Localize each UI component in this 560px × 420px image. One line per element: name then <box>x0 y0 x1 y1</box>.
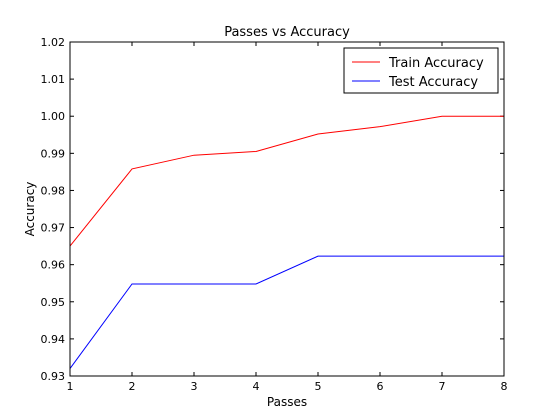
x-tick-label: 3 <box>191 380 198 393</box>
y-tick-label: 0.99 <box>41 147 66 160</box>
legend-label-1: Test Accuracy <box>388 75 478 90</box>
y-tick-label: 1.00 <box>41 110 66 123</box>
legend: Train Accuracy Test Accuracy <box>343 47 499 94</box>
x-tick-label: 8 <box>501 380 508 393</box>
series-line-0 <box>69 115 504 247</box>
legend-box <box>343 47 499 94</box>
y-axis-label: Accuracy <box>23 182 37 237</box>
y-tick-label: 0.94 <box>41 333 66 346</box>
x-tick-label: 4 <box>253 380 260 393</box>
x-tick-label: 7 <box>439 380 446 393</box>
legend-label-0: Train Accuracy <box>388 56 484 71</box>
x-tick-label: 2 <box>129 380 136 393</box>
x-axis-label: Passes <box>267 395 307 409</box>
x-tick-label: 5 <box>315 380 322 393</box>
plot-area: 1 2 3 4 5 6 7 8 0.93 0.94 0.95 0.96 0.97 0.98 0.99 1.00… <box>41 36 508 393</box>
plot-frame <box>69 41 505 377</box>
y-tick-label: 0.95 <box>41 296 66 309</box>
y-tick-label: 1.02 <box>41 36 66 49</box>
y-tick-label: 0.96 <box>41 259 66 272</box>
y-tick-label: 1.01 <box>41 73 66 86</box>
x-tick-label: 6 <box>377 380 384 393</box>
series-line-1 <box>69 255 504 369</box>
chart-title: Passes vs Accuracy <box>224 25 350 40</box>
x-tick-label: 1 <box>67 380 74 393</box>
y-tick-label: 0.97 <box>41 222 66 235</box>
y-tick-label: 0.98 <box>41 184 66 197</box>
y-tick-label: 0.93 <box>41 370 66 383</box>
